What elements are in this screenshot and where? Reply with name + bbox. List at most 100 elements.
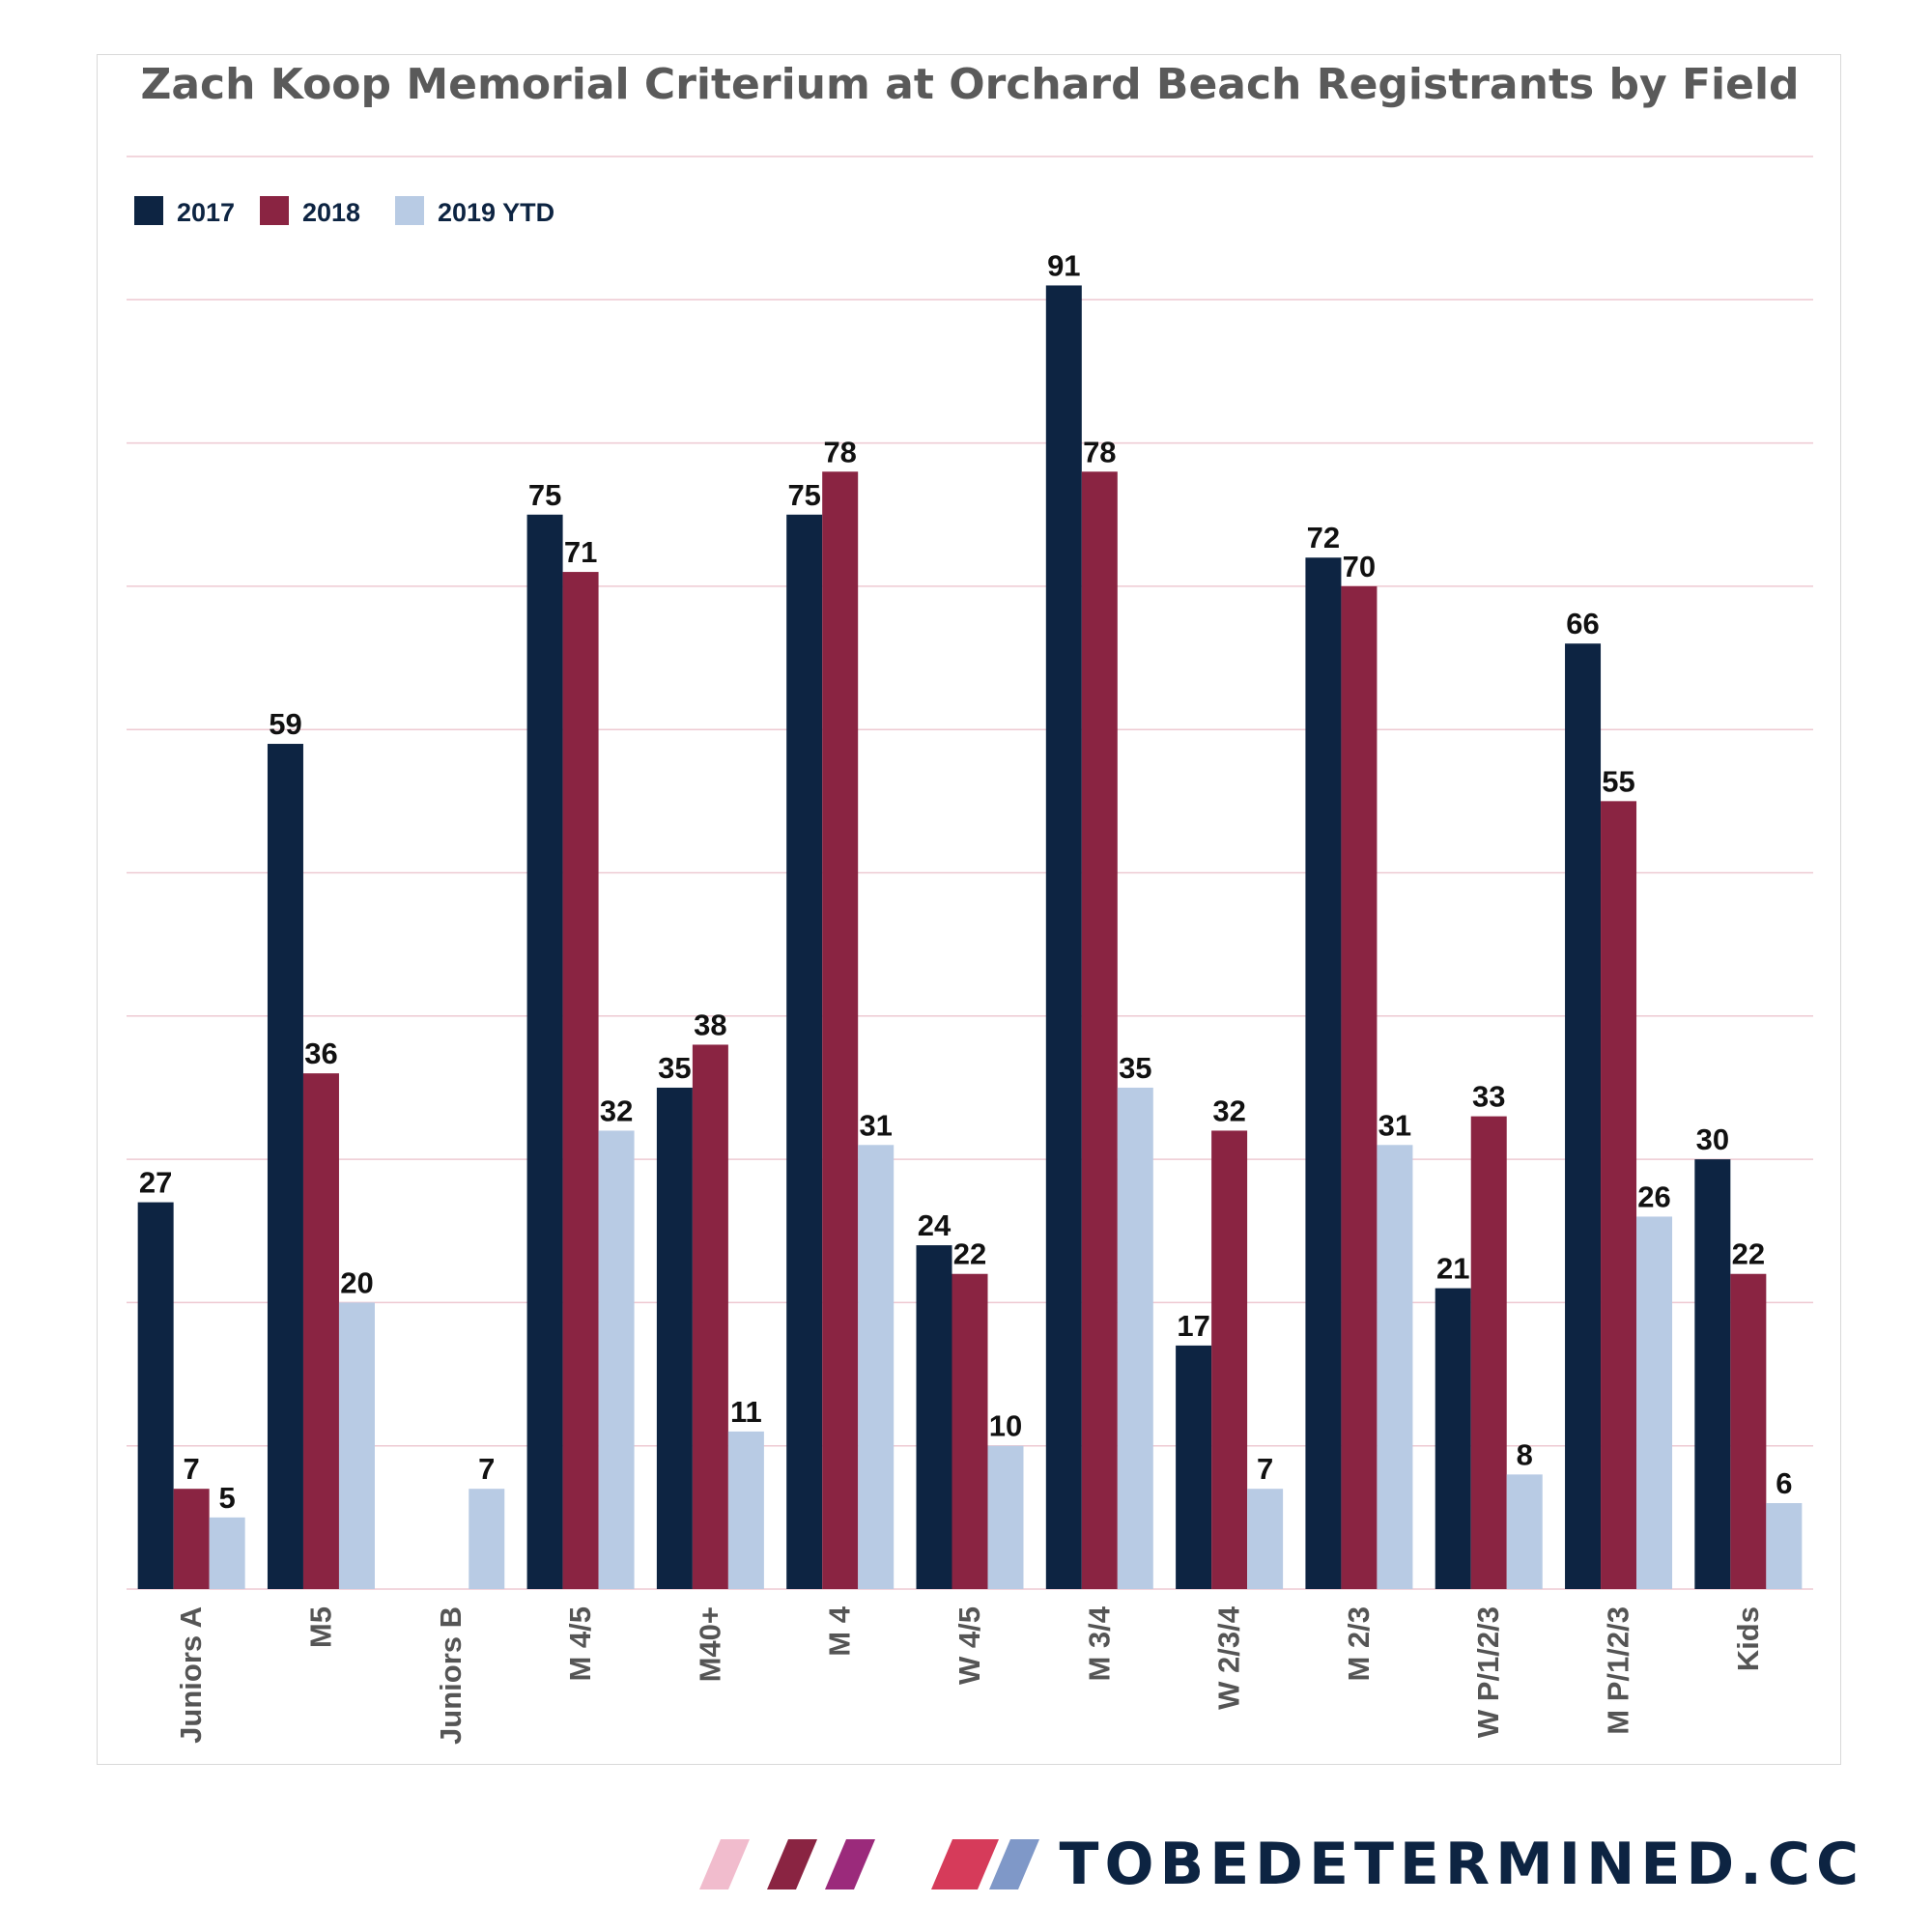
brand-text[interactable]: TOBEDETERMINED.CC [1059,1831,1864,1898]
brand-footer: TOBEDETERMINED.CC [698,1826,1864,1903]
bar-juniors-b-2019-ytd [469,1489,505,1589]
value-label-kids-2017: 30 [1696,1122,1729,1156]
value-label-juniors-b-2019-ytd: 7 [478,1452,495,1486]
chart-frame: Zach Koop Memorial Criterium at Orchard … [97,54,1841,1765]
category-label-juniors-a: Juniors A [174,1606,208,1744]
category-label-juniors-b: Juniors B [434,1606,468,1745]
bar-kids-2018 [1730,1273,1767,1589]
value-label-w-p-1-2-3-2018: 33 [1472,1080,1505,1114]
chart-title: Zach Koop Memorial Criterium at Orchard … [140,60,1799,109]
value-label-m-2-3-2018: 70 [1343,550,1376,583]
value-label-m-4-2018: 78 [823,435,856,469]
bar-m-4-5-2017 [526,514,563,1589]
value-label-w-p-1-2-3-2019-ytd: 8 [1517,1437,1533,1471]
value-label-w-2-3-4-2017: 17 [1177,1309,1209,1343]
bar-m5-2018 [302,1073,339,1589]
bar-chart: Zach Koop Memorial Criterium at Orchard … [127,60,1813,1745]
value-label-m40-2018: 38 [694,1008,726,1041]
value-label-juniors-a-2017: 27 [139,1166,172,1200]
bar-w-4-5-2017 [916,1245,952,1589]
bar-m-2-3-2017 [1305,557,1342,1589]
legend-label-2017: 2017 [177,198,235,227]
bar-m-4-5-2019-ytd [598,1130,635,1589]
value-label-w-4-5-2018: 22 [953,1237,986,1271]
value-label-m-2-3-2017: 72 [1307,521,1340,554]
legend-label-2018: 2018 [302,198,360,227]
bar-w-4-5-2018 [952,1273,988,1589]
value-label-m5-2019-ytd: 20 [340,1265,373,1299]
bar-w-p-1-2-3-2018 [1470,1116,1507,1589]
bar-m40-2017 [656,1087,693,1589]
category-label-m-p-1-2-3: M P/1/2/3 [1602,1606,1635,1735]
bar-kids-2017 [1694,1159,1731,1589]
bar-w-2-3-4-2017 [1176,1345,1212,1589]
stripe-purple-icon [824,1839,875,1889]
value-label-w-2-3-4-2019-ytd: 7 [1257,1452,1273,1486]
bar-m-2-3-2019-ytd [1377,1145,1413,1589]
legend-swatch-2019-ytd [395,196,424,225]
bar-juniors-a-2018 [173,1489,210,1589]
value-label-m5-2018: 36 [304,1037,337,1070]
bar-m40-2018 [692,1044,728,1589]
bar-m5-2017 [267,744,303,1589]
category-label-w-2-3-4: W 2/3/4 [1212,1605,1246,1710]
value-label-m-3-4-2018: 78 [1083,435,1116,469]
bars [137,285,1803,1590]
value-label-kids-2018: 22 [1732,1237,1765,1271]
bar-m-2-3-2018 [1341,585,1378,1589]
category-label-m40: M40+ [693,1606,726,1682]
category-labels: Juniors A M5 Juniors B M 4/5 M40+ M 4 W 4/5 M 3… [174,1605,1765,1745]
value-label-juniors-a-2019-ytd: 5 [219,1481,236,1515]
stripe-maroon-icon [766,1839,817,1889]
value-label-m-3-4-2019-ytd: 35 [1119,1051,1151,1085]
legend-label-2019-ytd: 2019 YTD [438,198,554,227]
legend-swatch-2017 [134,196,163,225]
bar-m5-2019-ytd [338,1302,375,1589]
bar-m-4-2017 [786,514,823,1589]
stripe-red-icon [930,1839,999,1889]
category-label-m5: M5 [303,1606,337,1648]
legend-swatch-2018 [260,196,289,225]
bar-m-3-4-2018 [1081,471,1118,1589]
category-label-m-4: M 4 [823,1605,857,1656]
bar-w-4-5-2019-ytd [987,1445,1024,1589]
value-label-w-2-3-4-2018: 32 [1212,1094,1245,1127]
value-label-w-4-5-2017: 24 [918,1208,952,1242]
brand-stripes-logo [698,1839,1039,1889]
gridlines [127,156,1813,1590]
value-label-w-p-1-2-3-2017: 21 [1436,1252,1469,1286]
bar-w-2-3-4-2018 [1211,1130,1248,1589]
value-label-m40-2019-ytd: 11 [730,1395,762,1429]
bar-m-3-4-2019-ytd [1117,1087,1153,1589]
bar-m-4-5-2018 [562,572,599,1589]
value-label-m-2-3-2019-ytd: 31 [1378,1108,1411,1142]
bar-m-4-2018 [822,471,859,1589]
bar-w-2-3-4-2019-ytd [1247,1489,1284,1589]
bar-m-3-4-2017 [1045,285,1082,1590]
value-label-m-4-5-2019-ytd: 32 [600,1094,633,1127]
value-label-m-4-5-2018: 71 [564,535,597,569]
value-label-m-p-1-2-3-2017: 66 [1566,607,1599,640]
category-label-m-4-5: M 4/5 [563,1606,597,1682]
stripe-pink-icon [698,1839,750,1889]
value-label-w-4-5-2019-ytd: 10 [989,1409,1022,1443]
value-label-m-4-2017: 75 [787,478,820,512]
value-label-m-p-1-2-3-2019-ytd: 26 [1637,1179,1670,1213]
category-label-w-4-5: W 4/5 [952,1606,986,1685]
value-label-m-3-4-2017: 91 [1047,248,1080,282]
legend: 2017 2018 2019 YTD [134,196,554,227]
value-label-m40-2017: 35 [658,1051,691,1085]
value-label-m5-2017: 59 [269,707,301,741]
category-label-kids: Kids [1731,1606,1765,1671]
category-label-m-3-4: M 3/4 [1082,1605,1116,1681]
bar-kids-2019-ytd [1766,1503,1803,1589]
bar-w-p-1-2-3-2017 [1435,1288,1471,1589]
category-label-w-p-1-2-3: W P/1/2/3 [1471,1606,1505,1738]
bar-m-4-2019-ytd [858,1145,895,1589]
value-labels: 2775593620775713235381175783124221091783… [139,248,1793,1514]
bar-w-p-1-2-3-2019-ytd [1506,1474,1543,1589]
bar-m40-2019-ytd [727,1431,764,1589]
value-label-m-4-2019-ytd: 31 [859,1108,892,1142]
bar-juniors-a-2019-ytd [209,1517,245,1589]
value-label-kids-2019-ytd: 6 [1776,1466,1792,1500]
